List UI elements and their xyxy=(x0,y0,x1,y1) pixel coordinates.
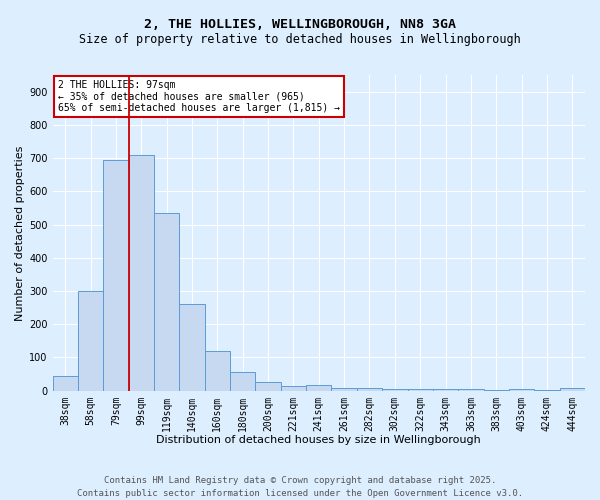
Y-axis label: Number of detached properties: Number of detached properties xyxy=(15,145,25,320)
Bar xyxy=(230,372,256,390)
Bar xyxy=(382,388,407,390)
Text: 2 THE HOLLIES: 97sqm
← 35% of detached houses are smaller (965)
65% of semi-deta: 2 THE HOLLIES: 97sqm ← 35% of detached h… xyxy=(58,80,340,113)
Bar xyxy=(128,155,154,390)
Bar xyxy=(53,376,78,390)
Bar xyxy=(433,389,458,390)
Text: 2, THE HOLLIES, WELLINGBOROUGH, NN8 3GA: 2, THE HOLLIES, WELLINGBOROUGH, NN8 3GA xyxy=(144,18,456,30)
Bar xyxy=(103,160,128,390)
Text: Contains HM Land Registry data © Crown copyright and database right 2025.
Contai: Contains HM Land Registry data © Crown c… xyxy=(77,476,523,498)
Bar xyxy=(179,304,205,390)
Bar xyxy=(78,291,103,390)
Text: Size of property relative to detached houses in Wellingborough: Size of property relative to detached ho… xyxy=(79,32,521,46)
Bar xyxy=(407,389,433,390)
X-axis label: Distribution of detached houses by size in Wellingborough: Distribution of detached houses by size … xyxy=(157,435,481,445)
Bar xyxy=(154,213,179,390)
Bar xyxy=(509,389,534,390)
Bar xyxy=(256,382,281,390)
Bar xyxy=(306,384,331,390)
Bar xyxy=(281,386,306,390)
Bar xyxy=(331,388,357,390)
Bar xyxy=(560,388,585,390)
Bar xyxy=(205,351,230,391)
Bar xyxy=(357,388,382,390)
